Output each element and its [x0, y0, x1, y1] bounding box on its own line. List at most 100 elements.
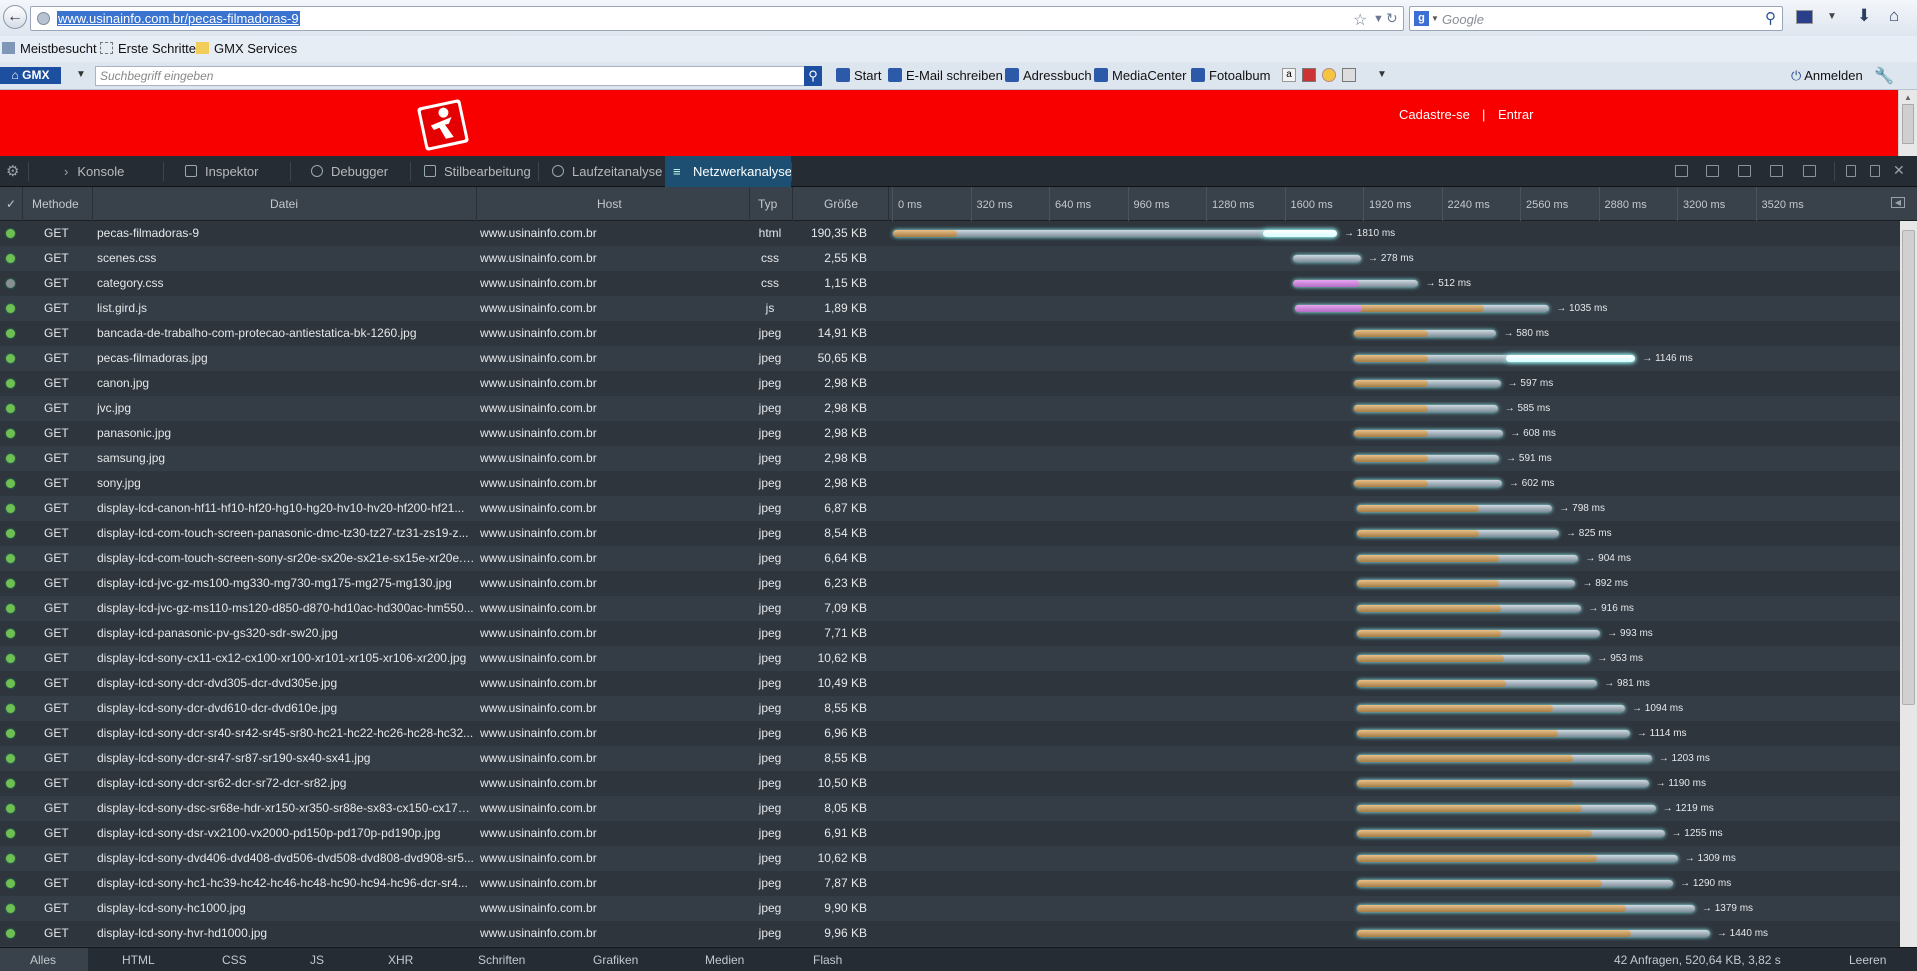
request-row[interactable]: GET display-lcd-sony-dsc-sr68e-hdr-xr150-…: [0, 796, 1900, 821]
host-column-header[interactable]: Host: [597, 197, 622, 211]
request-row[interactable]: GET sony.jpg www.usinainfo.com.br jpeg 2,98 …: [0, 471, 1900, 496]
google-engine-icon[interactable]: g: [1414, 11, 1429, 26]
url-text[interactable]: www.usinainfo.com.br/pecas-filmadoras-9: [57, 11, 300, 26]
request-row[interactable]: GET list.gird.js www.usinainfo.com.br js 1,8…: [0, 296, 1900, 321]
request-row[interactable]: GET display-lcd-sony-hc1000.jpg www.usinai…: [0, 896, 1900, 921]
request-row[interactable]: GET category.css www.usinainfo.com.br css 1,…: [0, 271, 1900, 296]
request-row[interactable]: GET samsung.jpg www.usinainfo.com.br jpeg 2,…: [0, 446, 1900, 471]
settings-gear-icon[interactable]: ⚙: [6, 163, 20, 180]
bookmark-first-steps[interactable]: Erste Schritte: [100, 41, 196, 56]
request-row[interactable]: GET display-lcd-sony-hvr-hd1000.jpg www.us…: [0, 921, 1900, 946]
tab-network[interactable]: ≡ Netzwerkanalyse: [665, 156, 792, 187]
url-bar[interactable]: www.usinainfo.com.br/pecas-filmadoras-9 …: [30, 6, 1404, 31]
dock-side-icon[interactable]: [1846, 165, 1856, 177]
tab-profiler[interactable]: Laufzeitanalyse: [552, 156, 662, 187]
request-row[interactable]: GET display-lcd-sony-dcr-sr62-dcr-sr72-dc…: [0, 771, 1900, 796]
size-column-header[interactable]: Größe: [824, 197, 859, 211]
gmx-login[interactable]: ⏻ Anmelden: [1791, 68, 1863, 83]
3d-view-icon[interactable]: [1738, 165, 1751, 177]
page-scroll-thumb[interactable]: [1902, 104, 1914, 144]
request-row[interactable]: GET pecas-filmadoras-9 www.usinainfo.com.b…: [0, 221, 1900, 246]
request-row[interactable]: GET panasonic.jpg www.usinainfo.com.br jpeg…: [0, 421, 1900, 446]
type-column-header[interactable]: Typ: [758, 197, 778, 211]
request-row[interactable]: GET display-lcd-sony-dcr-dvd305-dcr-dvd30…: [0, 671, 1900, 696]
request-row[interactable]: GET bancada-de-trabalho-com-protecao-anti…: [0, 321, 1900, 346]
page-scrollbar[interactable]: ▲: [1898, 90, 1917, 156]
close-devtools-icon[interactable]: ✕: [1893, 162, 1905, 178]
request-row[interactable]: GET display-lcd-com-touch-screen-sony-sr2…: [0, 546, 1900, 571]
toggle-sidebar-icon[interactable]: ◀: [1891, 197, 1905, 208]
dropdown-icon[interactable]: ▼: [1373, 13, 1384, 25]
bookmark-most-visited[interactable]: Meistbesucht: [2, 41, 97, 56]
request-row[interactable]: GET display-lcd-sony-dvd406-dvd408-dvd506…: [0, 846, 1900, 871]
site-logo[interactable]: [415, 97, 471, 153]
tab-inspector[interactable]: Inspektor: [185, 156, 258, 187]
request-row[interactable]: GET canon.jpg www.usinainfo.com.br jpeg 2,98…: [0, 371, 1900, 396]
file-column-header[interactable]: Datei: [270, 197, 299, 211]
home-icon[interactable]: ⌂: [1889, 6, 1900, 25]
notes-icon[interactable]: [1342, 68, 1356, 82]
menu-dropdown-icon[interactable]: ▼: [1827, 11, 1837, 22]
split-console-icon[interactable]: [1675, 165, 1688, 177]
filter-css-button[interactable]: CSS: [222, 953, 247, 967]
amazon-icon[interactable]: a: [1282, 68, 1296, 82]
request-list-scroll-thumb[interactable]: [1902, 230, 1915, 705]
gmx-logo[interactable]: ⌂ GMX: [0, 67, 61, 84]
request-row[interactable]: GET display-lcd-sony-dcr-sr47-sr87-sr190-…: [0, 746, 1900, 771]
request-row[interactable]: GET display-lcd-sony-dcr-sr40-sr42-sr45-s…: [0, 721, 1900, 746]
filter-all-button[interactable]: Alles: [30, 953, 57, 967]
request-row[interactable]: GET display-lcd-sony-cx11-cx12-cx100-xr10…: [0, 646, 1900, 671]
clear-button[interactable]: Leeren: [1849, 953, 1887, 967]
bookmark-gmx-services[interactable]: GMX Services: [196, 41, 297, 56]
filter-fonts-button[interactable]: Schriften: [478, 953, 526, 967]
scratchpad-icon[interactable]: [1770, 165, 1783, 177]
back-button[interactable]: ←: [3, 5, 27, 29]
request-row[interactable]: GET display-lcd-sony-hc1-hc39-hc42-hc46-h…: [0, 871, 1900, 896]
filter-images-button[interactable]: Grafiken: [593, 953, 639, 967]
request-row[interactable]: GET pecas-filmadoras.jpg www.usinainfo.com…: [0, 346, 1900, 371]
filter-xhr-button[interactable]: XHR: [388, 953, 414, 967]
request-row[interactable]: GET jvc.jpg www.usinainfo.com.br jpeg 2,98 K…: [0, 396, 1900, 421]
gmx-menu-dropdown-icon[interactable]: ▼: [76, 69, 86, 80]
gmx-search-input[interactable]: Suchbegriff eingeben: [95, 66, 808, 86]
search-icon[interactable]: ⚲: [1765, 10, 1776, 27]
gmx-search-icon[interactable]: ⚲: [804, 66, 822, 86]
flag-icon[interactable]: [1796, 10, 1813, 24]
web-search-box[interactable]: g ▼ Google ⚲: [1409, 6, 1783, 31]
gmx-link-mediacenter[interactable]: MediaCenter: [1094, 68, 1186, 83]
tab-debugger[interactable]: Debugger: [311, 156, 388, 187]
request-row[interactable]: GET display-lcd-sony-dcr-dvd610-dcr-dvd61…: [0, 696, 1900, 721]
site-identity-icon[interactable]: [37, 12, 50, 25]
more-dropdown-icon[interactable]: ▼: [1377, 69, 1387, 80]
filter-js-button[interactable]: JS: [310, 953, 325, 967]
scroll-up-icon[interactable]: ▲: [1904, 93, 1912, 102]
request-row[interactable]: GET display-lcd-jvc-gz-ms100-mg330-mg730-…: [0, 571, 1900, 596]
tab-style-editor[interactable]: Stilbearbeitung: [424, 156, 531, 187]
request-row[interactable]: GET display-lcd-canon-hf11-hf10-hf20-hg10…: [0, 496, 1900, 521]
paint-flashing-icon[interactable]: [1706, 165, 1719, 177]
filter-media-button[interactable]: Medien: [705, 953, 745, 967]
gmx-link-addressbook[interactable]: Adressbuch: [1005, 68, 1092, 83]
undock-window-icon[interactable]: [1870, 165, 1880, 177]
request-row[interactable]: GET display-lcd-jvc-gz-ms110-ms120-d850-d…: [0, 596, 1900, 621]
bookmark-star-icon[interactable]: ☆: [1353, 12, 1368, 29]
gmx-link-photoalbum[interactable]: Fotoalbum: [1191, 68, 1270, 83]
request-row[interactable]: GET display-lcd-panasonic-pv-gs320-sdr-sw…: [0, 621, 1900, 646]
downloads-icon[interactable]: ⬇: [1857, 6, 1872, 25]
request-row[interactable]: GET display-lcd-com-touch-screen-panasoni…: [0, 521, 1900, 546]
status-column-header[interactable]: ✓: [6, 197, 17, 211]
reload-icon[interactable]: ↻: [1386, 10, 1398, 26]
responsive-mode-icon[interactable]: [1803, 165, 1816, 177]
shop-icon[interactable]: [1302, 68, 1316, 82]
tab-console[interactable]: › Konsole: [64, 164, 125, 179]
wrench-icon[interactable]: 🔧: [1874, 68, 1894, 85]
weather-icon[interactable]: [1322, 68, 1336, 82]
filter-html-button[interactable]: HTML: [122, 953, 155, 967]
request-row[interactable]: GET scenes.css www.usinainfo.com.br css 2,55…: [0, 246, 1900, 271]
filter-flash-button[interactable]: Flash: [813, 953, 843, 967]
method-column-header[interactable]: Methode: [32, 197, 79, 211]
request-row[interactable]: GET display-lcd-sony-dsr-vx2100-vx2000-pd…: [0, 821, 1900, 846]
engine-dropdown-icon[interactable]: ▼: [1431, 14, 1439, 23]
gmx-link-start[interactable]: Start: [836, 68, 881, 83]
register-link[interactable]: Cadastre-se: [1399, 107, 1470, 122]
